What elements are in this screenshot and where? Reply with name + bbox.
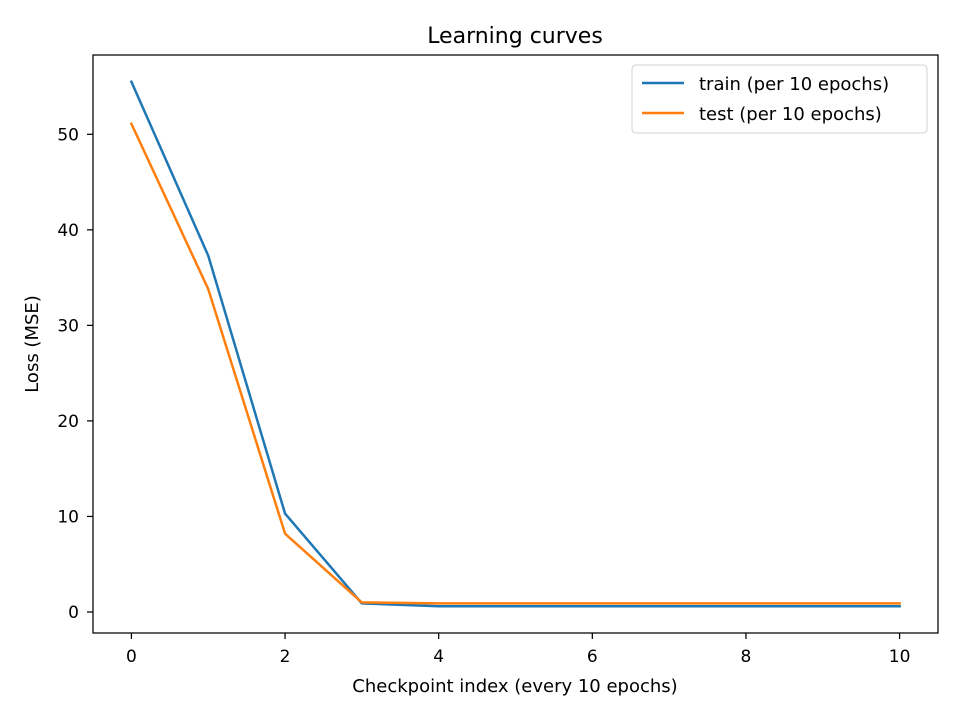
series-line-train [129,80,901,608]
x-tick-label: 4 [433,647,444,667]
y-axis-label: Loss (MSE) [22,295,43,393]
plot-frame [92,54,939,634]
legend-label-train: train (per 10 epochs) [699,74,889,95]
x-tick-label: 2 [280,647,291,667]
y-axis: 0 10 20 30 40 50 [57,125,93,623]
y-tick-label: 50 [57,125,79,145]
chart-title: Learning curves [427,24,603,49]
y-tick-label: 20 [57,412,79,432]
series-line-test [129,122,901,605]
y-tick-label: 10 [57,507,79,527]
legend-box [631,64,928,134]
legend: train (per 10 epochs) test (per 10 epoch… [631,64,928,134]
x-axis: 0 2 4 6 8 10 [126,633,910,667]
x-tick-label: 6 [587,647,598,667]
x-axis-label: Checkpoint index (every 10 epochs) [352,676,677,697]
x-tick-label: 10 [889,647,911,667]
x-tick-label: 0 [126,647,137,667]
x-tick-label: 8 [741,647,752,667]
y-tick-label: 0 [68,603,79,623]
legend-label-test: test (per 10 epochs) [699,104,882,125]
y-tick-label: 40 [57,221,79,241]
y-tick-label: 30 [57,316,79,336]
series-layer [129,80,901,608]
plot-area [92,54,939,634]
